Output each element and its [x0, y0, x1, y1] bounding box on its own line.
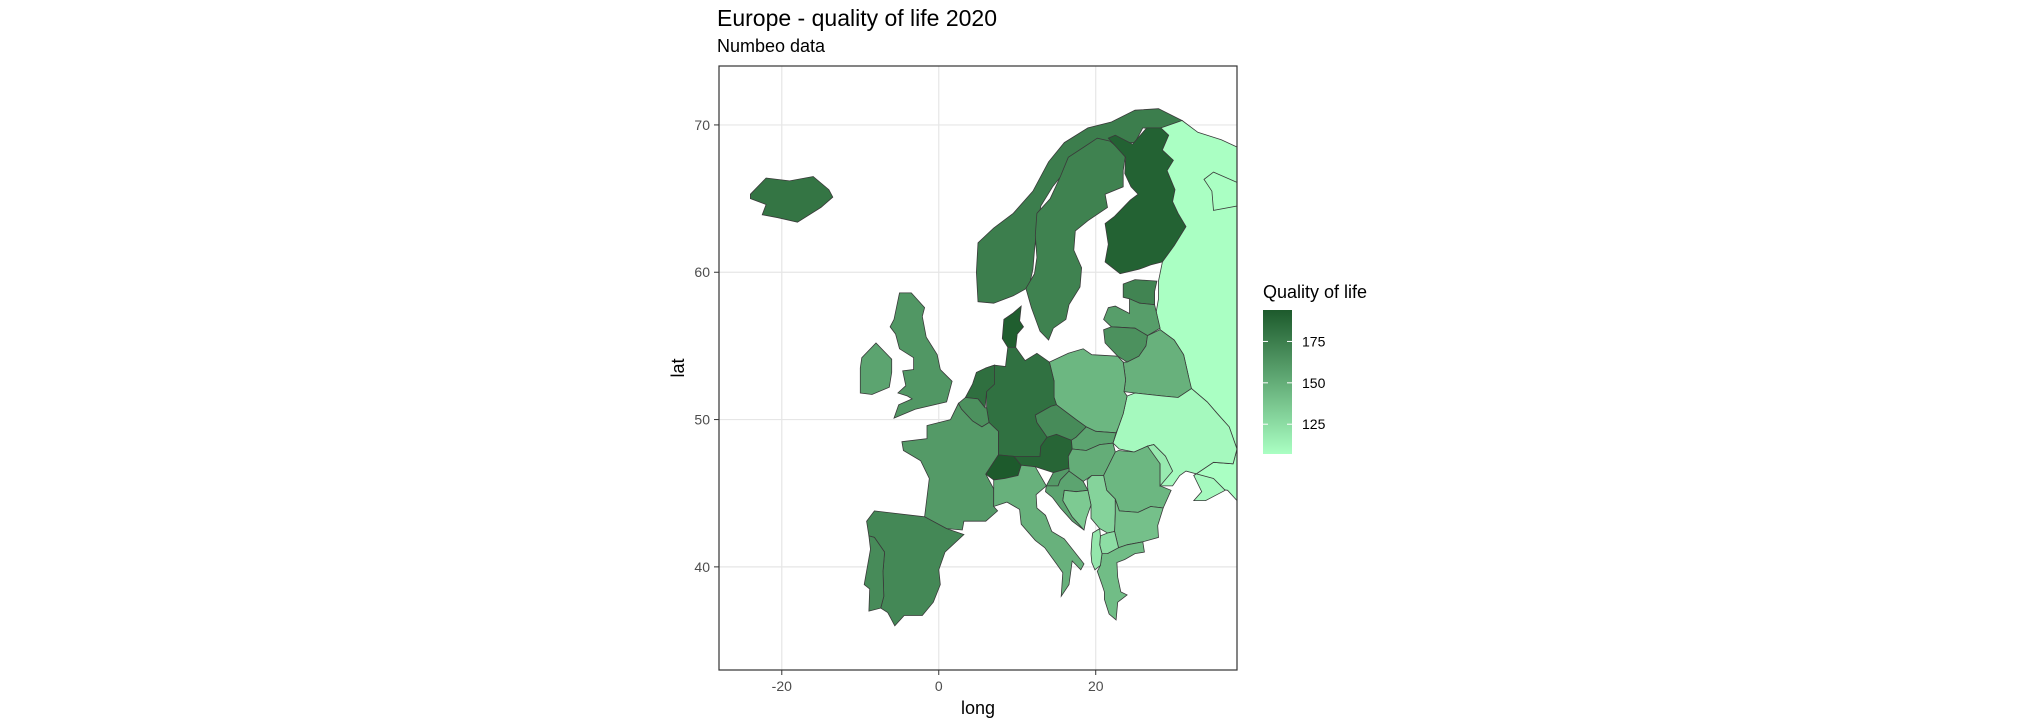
country-france [901, 402, 999, 531]
legend: Quality of life 175 150 125 [1263, 282, 1367, 454]
y-tick-label: 60 [694, 264, 710, 280]
y-tick-label: 50 [694, 412, 710, 428]
x-axis-title: long [961, 698, 995, 718]
country-moldova [1146, 444, 1174, 487]
y-tick-label: 70 [694, 117, 710, 133]
x-tick-label: 0 [935, 678, 943, 694]
country-norway [975, 108, 1183, 304]
country-iceland [750, 176, 834, 223]
y-axis-title: lat [668, 358, 688, 377]
country-italy [993, 464, 1085, 598]
country-bosnia [1062, 489, 1092, 531]
country-ireland [859, 342, 893, 395]
panel-border [718, 65, 1238, 671]
country-north-macedonia [1099, 531, 1119, 554]
legend-tick-label: 175 [1302, 333, 1326, 349]
country-sweden [1025, 137, 1127, 341]
country-belarus [1122, 329, 1192, 398]
legend-colorbar [1263, 310, 1292, 454]
x-tick-label: 20 [1088, 678, 1104, 694]
x-tick-label: -20 [772, 678, 792, 694]
legend-tick-label: 150 [1302, 375, 1326, 391]
country-estonia [1122, 279, 1158, 306]
country-albania [1090, 527, 1103, 571]
countries [750, 108, 1238, 627]
country-united-kingdom [889, 292, 953, 419]
axis-ticks: -20 0 20 40 50 60 70 [694, 117, 1103, 694]
country-denmark [1001, 305, 1025, 348]
plot-subtitle: Numbeo data [717, 36, 826, 56]
country-portugal [863, 535, 886, 612]
legend-tick-label: 125 [1302, 416, 1326, 432]
y-tick-label: 40 [694, 559, 710, 575]
plot-title: Europe - quality of life 2020 [717, 5, 997, 31]
legend-title: Quality of life [1263, 282, 1367, 302]
